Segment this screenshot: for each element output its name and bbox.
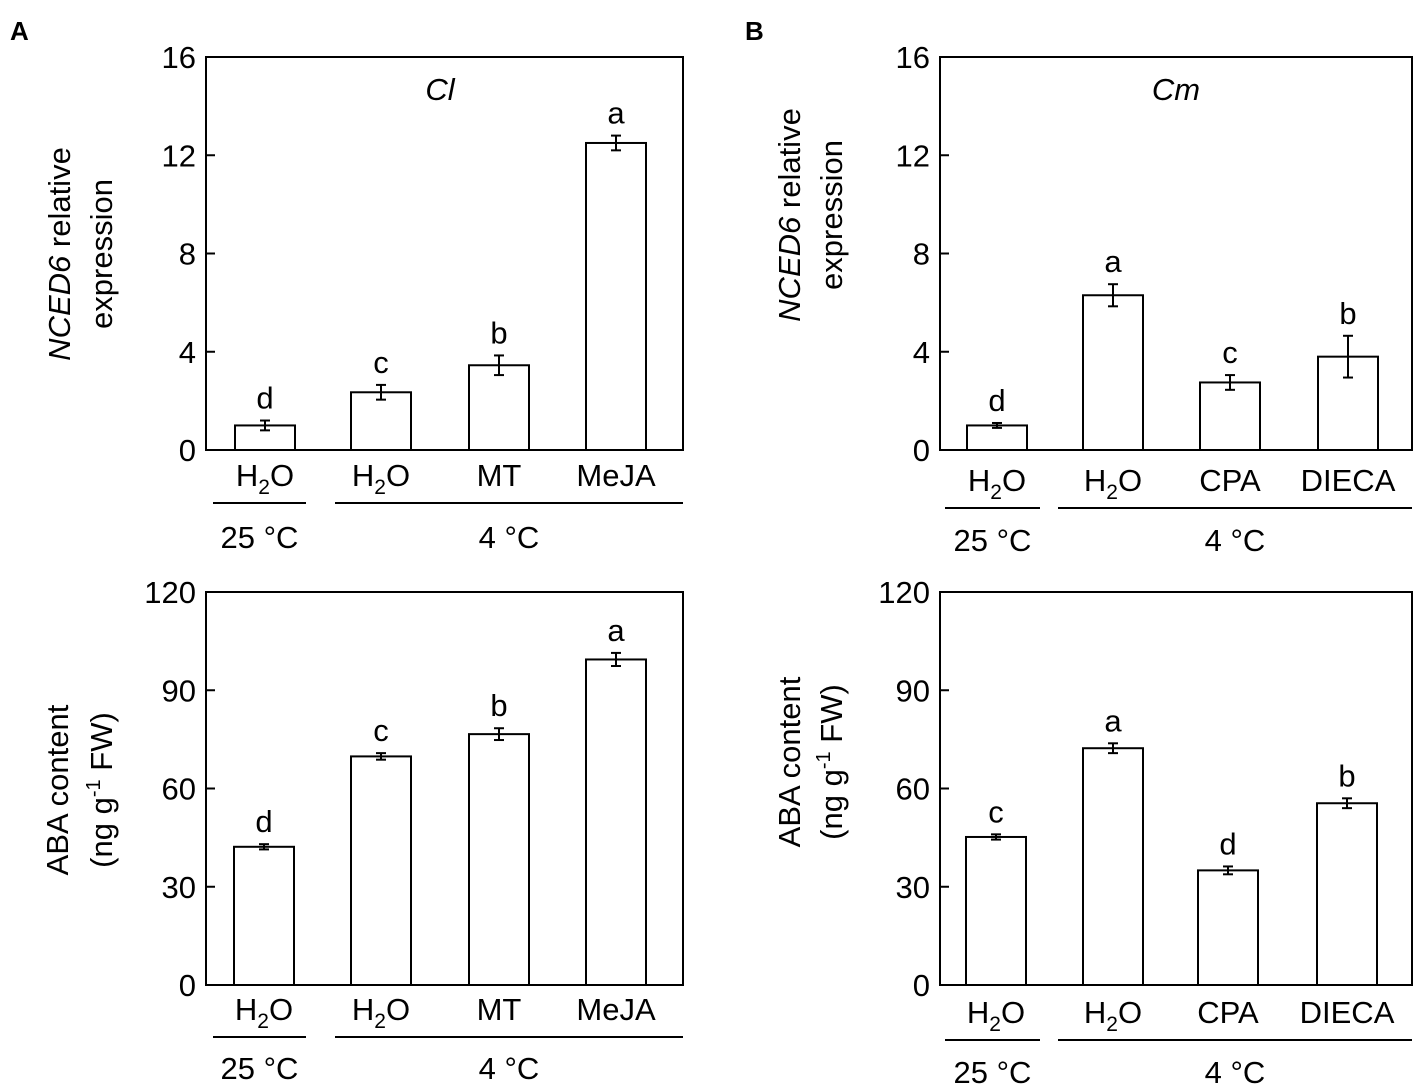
temperature-label: 25 °C [954,523,1032,558]
y-tick-label: 60 [896,772,930,807]
panel-title: Cl [425,72,455,107]
temperature-label: 4 °C [479,1051,540,1086]
y-tick-label: 8 [179,237,196,272]
significance-label: a [1104,244,1122,279]
significance-label: b [1339,296,1356,331]
y-tick-label: 4 [913,335,930,370]
panel-letter: B [745,16,764,46]
temperature-label: 4 °C [479,520,540,555]
significance-label: a [607,96,625,131]
y-axis-label-line2: (ng g-1 FW) [83,712,119,868]
category-label: H2O [236,458,294,499]
chart-panel-2: 0 4 8 12 16 d H2O a H2O c CPA b DIECA 25 °C 4 °C Cm B NCE… [745,16,1413,558]
y-tick-label: 0 [179,433,196,468]
category-label: MeJA [576,458,656,493]
chart-panel-4: 0 30 60 90 120 c H2O a H2O d CPA b DIECA 25 °C 4 °C ABA… [772,575,1413,1090]
category-label: H2O [968,463,1026,504]
y-tick-label: 30 [896,870,930,905]
category-label: H2O [1084,995,1142,1036]
bar [585,658,647,987]
y-tick-label: 12 [896,138,930,173]
y-axis-label: ABA content [772,676,807,847]
category-label: H2O [352,458,410,499]
temperature-label: 25 °C [221,1051,299,1086]
y-tick-label: 90 [896,673,930,708]
panel-letter: A [10,16,29,46]
significance-label: d [1219,826,1236,861]
bar [965,835,1027,986]
bar [468,364,530,451]
y-axis-label-line2: (ng g-1 FW) [813,684,849,840]
temperature-label: 4 °C [1205,523,1266,558]
y-tick-label: 0 [913,433,930,468]
panel-title: Cm [1152,72,1200,107]
bar [468,733,530,987]
chart-panel-3: 0 30 60 90 120 d H2O c H2O b MT a MeJA 25 °C 4 °C ABA c… [40,575,684,1086]
chart-panel-1: 0 4 8 12 16 d H2O c H2O b MT a MeJA 25 °C 4 °C Cl A NCED6… [10,16,684,555]
category-label: MeJA [576,992,656,1027]
category-label: H2O [1084,463,1142,504]
significance-label: d [256,381,273,416]
significance-label: c [1222,335,1238,370]
y-axis-label: NCED6 relative [772,108,807,322]
y-tick-label: 4 [179,335,196,370]
y-tick-label: 90 [162,673,196,708]
y-axis-label-line2: expression [84,179,119,329]
category-label: DIECA [1301,463,1396,498]
y-tick-label: 120 [878,575,930,610]
category-label: H2O [967,995,1025,1036]
y-axis-label-line2: expression [814,140,849,290]
y-tick-label: 16 [896,40,930,75]
significance-label: c [373,713,389,748]
y-axis-label: ABA content [40,704,75,875]
significance-label: a [1104,703,1122,738]
y-tick-label: 16 [162,40,196,75]
temperature-label: 4 °C [1205,1055,1266,1090]
bar [1197,869,1259,986]
significance-label: a [607,613,625,648]
y-tick-label: 12 [162,138,196,173]
bar [585,141,647,451]
significance-label: b [490,315,507,350]
bar [966,424,1028,451]
y-tick-label: 60 [162,772,196,807]
y-tick-label: 0 [913,968,930,1003]
bar [233,845,295,986]
bar [1082,747,1144,987]
significance-label: b [1338,758,1355,793]
bar [1082,294,1144,451]
significance-label: d [255,804,272,839]
bar [1199,381,1261,451]
bar [350,755,412,987]
bar [350,391,412,452]
y-tick-label: 8 [913,237,930,272]
category-label: MT [477,458,522,493]
bar [1316,802,1378,986]
y-tick-label: 0 [179,968,196,1003]
category-label: DIECA [1300,995,1395,1030]
category-label: CPA [1199,463,1261,498]
category-label: H2O [352,992,410,1033]
y-tick-label: 120 [144,575,196,610]
significance-label: d [988,383,1005,418]
temperature-label: 25 °C [954,1055,1032,1090]
category-label: H2O [235,992,293,1033]
significance-label: c [373,345,389,380]
category-label: MT [477,992,522,1027]
significance-label: b [490,688,507,723]
y-tick-label: 30 [162,870,196,905]
significance-label: c [988,794,1004,829]
temperature-label: 25 °C [221,520,299,555]
y-axis-label: NCED6 relative [42,147,77,361]
category-label: CPA [1197,995,1259,1030]
